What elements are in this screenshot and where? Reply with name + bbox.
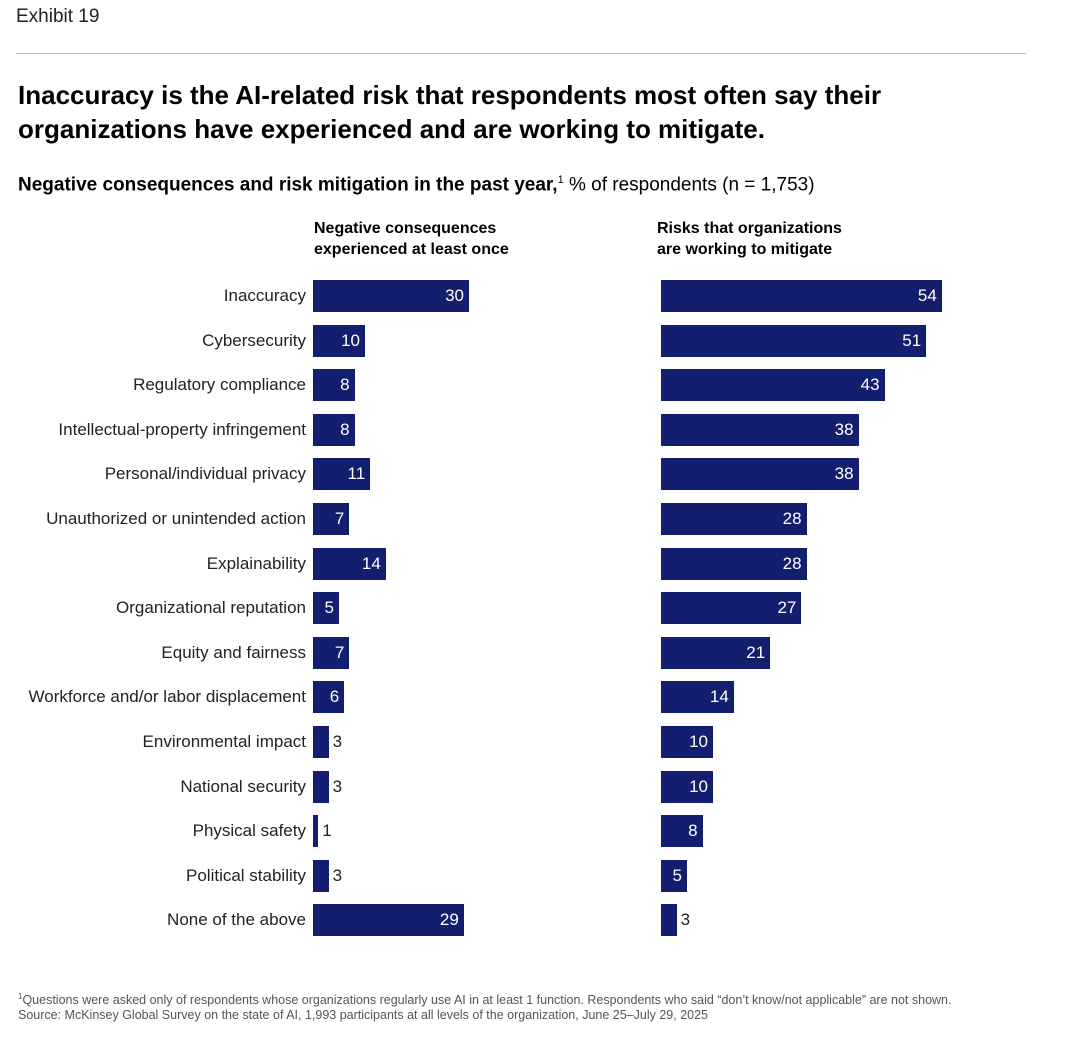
category-label: Personal/individual privacy: [104, 464, 306, 484]
bar-experienced: [313, 547, 386, 580]
data-label: 14: [361, 553, 381, 573]
footnote-marker: 1: [18, 992, 23, 1001]
data-label: 14: [709, 687, 729, 707]
divider: [16, 53, 1026, 54]
bar-experienced: [313, 324, 365, 357]
bar-mitigate: [661, 636, 771, 669]
bar-experienced: [313, 904, 464, 937]
data-label: 54: [917, 286, 937, 305]
category-label: Regulatory compliance: [133, 375, 306, 395]
category-label: Political stability: [186, 865, 306, 885]
data-label: 1: [322, 821, 332, 841]
data-label: 10: [689, 732, 708, 751]
data-label: 51: [902, 330, 922, 350]
chart-title: Inaccuracy is the AI-related risk that r…: [18, 80, 882, 144]
data-label: 6: [329, 687, 340, 707]
bar-experienced: [313, 503, 350, 535]
category-label: Environmental impact: [142, 732, 306, 751]
chart-subtitle: Negative consequences and risk mitigatio…: [18, 174, 815, 196]
data-label: 38: [834, 464, 854, 484]
category-label: Physical safety: [192, 821, 306, 841]
bar-mitigate: [661, 592, 802, 625]
footnote-text: Questions were asked only of respondents…: [22, 993, 952, 1008]
category-label: Intellectual-property infringement: [58, 419, 306, 439]
category-label: Explainability: [206, 553, 306, 573]
data-label: 8: [688, 821, 698, 841]
data-label: 5: [672, 865, 682, 885]
bar-mitigate: [661, 904, 677, 937]
bar-mitigate: [661, 280, 942, 312]
bar-mitigate: [661, 503, 807, 535]
bar-mitigate: [661, 369, 885, 402]
data-label: 29: [439, 910, 459, 930]
bar-mitigate: [661, 413, 859, 446]
footnote-1: 1Questions were asked only of respondent…: [18, 989, 1028, 1008]
bar-mitigate: [661, 681, 734, 714]
subtitle-bold: Negative consequences and risk mitigatio…: [18, 174, 558, 196]
bar-experienced: [313, 726, 329, 758]
data-label: 8: [340, 419, 350, 439]
bar-mitigate: [661, 458, 859, 491]
bar-mitigate: [661, 726, 713, 758]
series-header-right: Risks that organizations are working to …: [657, 220, 842, 258]
category-label: Unauthorized or unintended action: [46, 509, 306, 528]
data-label: 28: [782, 509, 802, 528]
bar-experienced: [313, 636, 350, 669]
data-label: 5: [324, 598, 334, 618]
data-label: 30: [445, 286, 464, 305]
bar-experienced: [313, 815, 319, 848]
bar-mitigate: [661, 547, 807, 580]
data-label: 11: [347, 464, 366, 484]
data-label: 10: [689, 776, 708, 796]
data-label: 21: [746, 642, 766, 662]
subtitle-footnote-marker: 1: [557, 174, 564, 186]
data-label: 7: [334, 642, 345, 662]
category-label: None of the above: [167, 910, 306, 930]
bar-experienced: [313, 413, 355, 446]
category-label: Cybersecurity: [202, 330, 306, 350]
category-label: Workforce and/or labor displacement: [28, 687, 307, 707]
category-label: National security: [180, 776, 306, 796]
data-label: 10: [341, 330, 360, 350]
bar-experienced: [313, 369, 355, 402]
category-label: Inaccuracy: [223, 286, 306, 305]
data-label: 7: [334, 509, 345, 528]
bar-experienced: [313, 770, 329, 803]
bar-mitigate: [661, 770, 713, 803]
bar-experienced: [313, 280, 469, 312]
bar-experienced: [313, 681, 345, 714]
bar-mitigate: [661, 815, 703, 848]
bar-experienced: [313, 592, 339, 625]
data-label: 3: [332, 776, 343, 796]
bar-experienced: [313, 458, 371, 491]
bar-mitigate: [661, 859, 687, 892]
footnotes: 1Questions were asked only of respondent…: [18, 989, 1028, 1023]
data-label: 27: [777, 598, 797, 618]
data-label: 43: [860, 375, 880, 395]
data-label: 3: [332, 865, 343, 885]
source-note: Source: McKinsey Global Survey on the st…: [18, 1008, 708, 1023]
data-label: 28: [782, 553, 802, 573]
category-label: Organizational reputation: [116, 598, 306, 618]
bar-experienced: [313, 859, 329, 892]
bar-mitigate: [661, 324, 927, 357]
category-label: Equity and fairness: [161, 642, 306, 662]
data-label: 8: [340, 375, 350, 395]
subtitle-unit: % of respondents (n = 1,753): [563, 174, 815, 196]
data-label: 38: [834, 419, 854, 439]
exhibit-label: Exhibit 19: [16, 6, 100, 27]
series-header-left: Negative consequences experienced at lea…: [314, 220, 509, 258]
data-label: 3: [680, 910, 691, 930]
data-label: 3: [332, 732, 343, 751]
